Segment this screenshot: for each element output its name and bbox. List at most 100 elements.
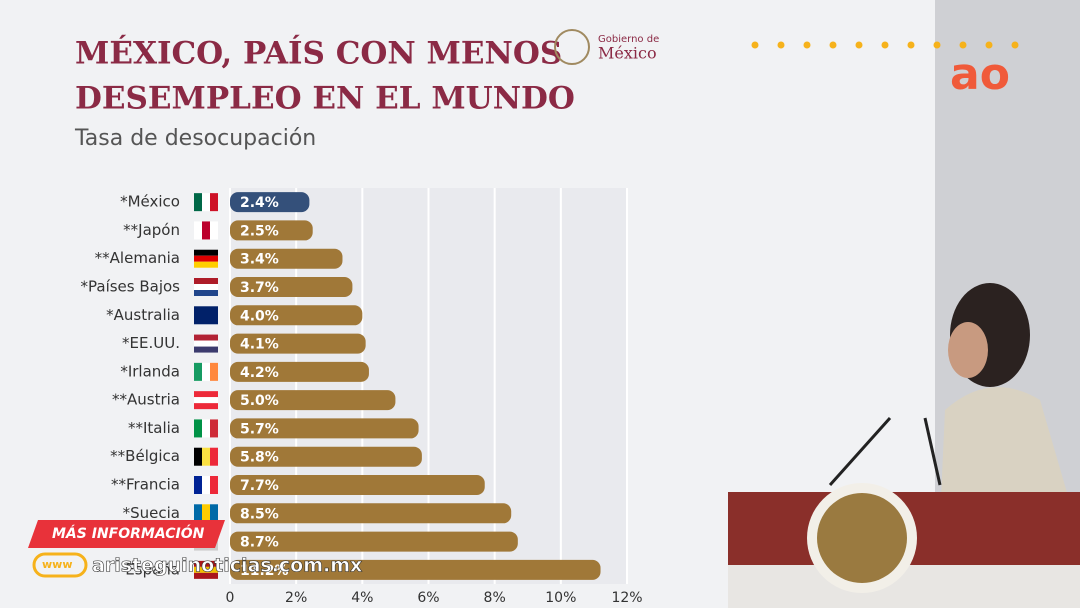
y-tick-label: **Japón	[123, 221, 180, 239]
flag	[210, 362, 218, 381]
flag	[202, 306, 210, 325]
y-tick-label: *Países Bajos	[81, 278, 181, 296]
flag	[194, 403, 218, 410]
y-tick-label: *México	[120, 193, 180, 211]
flag	[194, 278, 218, 284]
value-label: 4.2%	[240, 365, 279, 381]
y-tick-label: *Irlanda	[120, 362, 180, 380]
flag	[210, 306, 218, 325]
flag	[194, 346, 218, 353]
flag	[210, 193, 218, 212]
bar	[230, 531, 518, 552]
dot	[933, 41, 941, 49]
flag	[194, 447, 202, 466]
flag	[202, 193, 210, 212]
y-tick-label: **Austria	[112, 391, 180, 409]
title-line: MÉXICO, PAÍS CON MENOS	[75, 34, 562, 72]
dot	[829, 41, 837, 49]
value-label: 5.8%	[240, 450, 279, 466]
bar	[230, 390, 396, 411]
banner-bg	[28, 520, 225, 548]
flag	[194, 504, 202, 523]
x-tick-label: 6%	[417, 590, 439, 606]
title-line: DESEMPLEO EN EL MUNDO	[75, 81, 575, 117]
flag	[210, 419, 218, 438]
flag	[194, 334, 218, 341]
x-tick-label: 10%	[545, 590, 576, 606]
value-label: 5.0%	[240, 393, 279, 409]
x-tick-label: 8%	[484, 590, 506, 606]
dot	[985, 41, 993, 49]
bar	[230, 418, 419, 439]
flag	[202, 504, 210, 523]
www: www	[42, 558, 73, 571]
flag	[194, 249, 218, 256]
dot	[959, 41, 967, 49]
flag	[194, 566, 218, 573]
flag	[194, 397, 218, 404]
bar	[230, 192, 310, 213]
value-label: 8.7%	[240, 535, 279, 551]
flag	[202, 447, 210, 466]
x-tick-label: 2%	[285, 590, 307, 606]
flag	[210, 504, 218, 523]
y-tick-label: **Alemania	[95, 249, 180, 267]
value-label: 7.7%	[240, 478, 279, 494]
bar	[230, 305, 363, 326]
value-label: 4.1%	[240, 337, 279, 353]
dot	[881, 41, 889, 49]
flag	[194, 255, 218, 262]
value-label: 11.2%	[240, 563, 289, 579]
value-label: 5.7%	[240, 421, 279, 437]
flag	[194, 290, 218, 296]
flag	[194, 476, 202, 494]
dot	[855, 41, 863, 49]
chart: 0 2% 4% 6% 8% 10% 12% *México 2.4% **Japón 2.5% **A…	[81, 188, 643, 606]
bar	[230, 248, 343, 269]
logo-text: Gobierno de	[598, 34, 659, 45]
url: aristeguinoticias.com.mx	[92, 555, 362, 577]
subtitle: Tasa de desocupación	[74, 126, 316, 151]
flag	[202, 419, 210, 438]
value-label: 2.5%	[240, 223, 279, 239]
y-tick-label: *EE.UU.	[122, 334, 180, 352]
flag	[194, 572, 218, 579]
value-label: 8.5%	[240, 506, 279, 522]
speaker	[728, 283, 1080, 608]
y-tick-label: **Italia	[128, 419, 180, 437]
bar	[230, 220, 313, 241]
brand-logo: ao	[950, 49, 1010, 100]
y-tick-label: **Francia	[111, 476, 180, 494]
flag	[202, 476, 210, 494]
flag	[194, 340, 218, 347]
value-label: 2.4%	[240, 195, 279, 211]
flag	[194, 419, 202, 438]
logo-emblem	[554, 29, 590, 65]
banner: MÁS INFORMACIÓN	[52, 524, 205, 542]
bar	[230, 559, 601, 580]
flag	[202, 221, 210, 240]
dot	[1011, 41, 1019, 49]
flag	[194, 284, 218, 290]
dot	[777, 41, 785, 49]
flag	[194, 560, 218, 567]
bar	[230, 361, 369, 382]
value-label: 3.4%	[240, 252, 279, 268]
y-tick-label: *Suecia	[123, 504, 180, 522]
flag	[210, 447, 218, 466]
flag	[194, 306, 202, 325]
x-tick-label: 4%	[351, 590, 373, 606]
flag	[210, 476, 218, 494]
bar	[230, 277, 353, 297]
dot	[751, 41, 759, 49]
flag	[194, 362, 202, 381]
www-badge	[32, 552, 88, 578]
flag	[202, 362, 210, 381]
dot	[803, 41, 811, 49]
value-label: 3.7%	[240, 280, 279, 296]
dot	[907, 41, 915, 49]
y-tick-label: España	[125, 560, 180, 578]
logo-text: México	[598, 44, 657, 63]
